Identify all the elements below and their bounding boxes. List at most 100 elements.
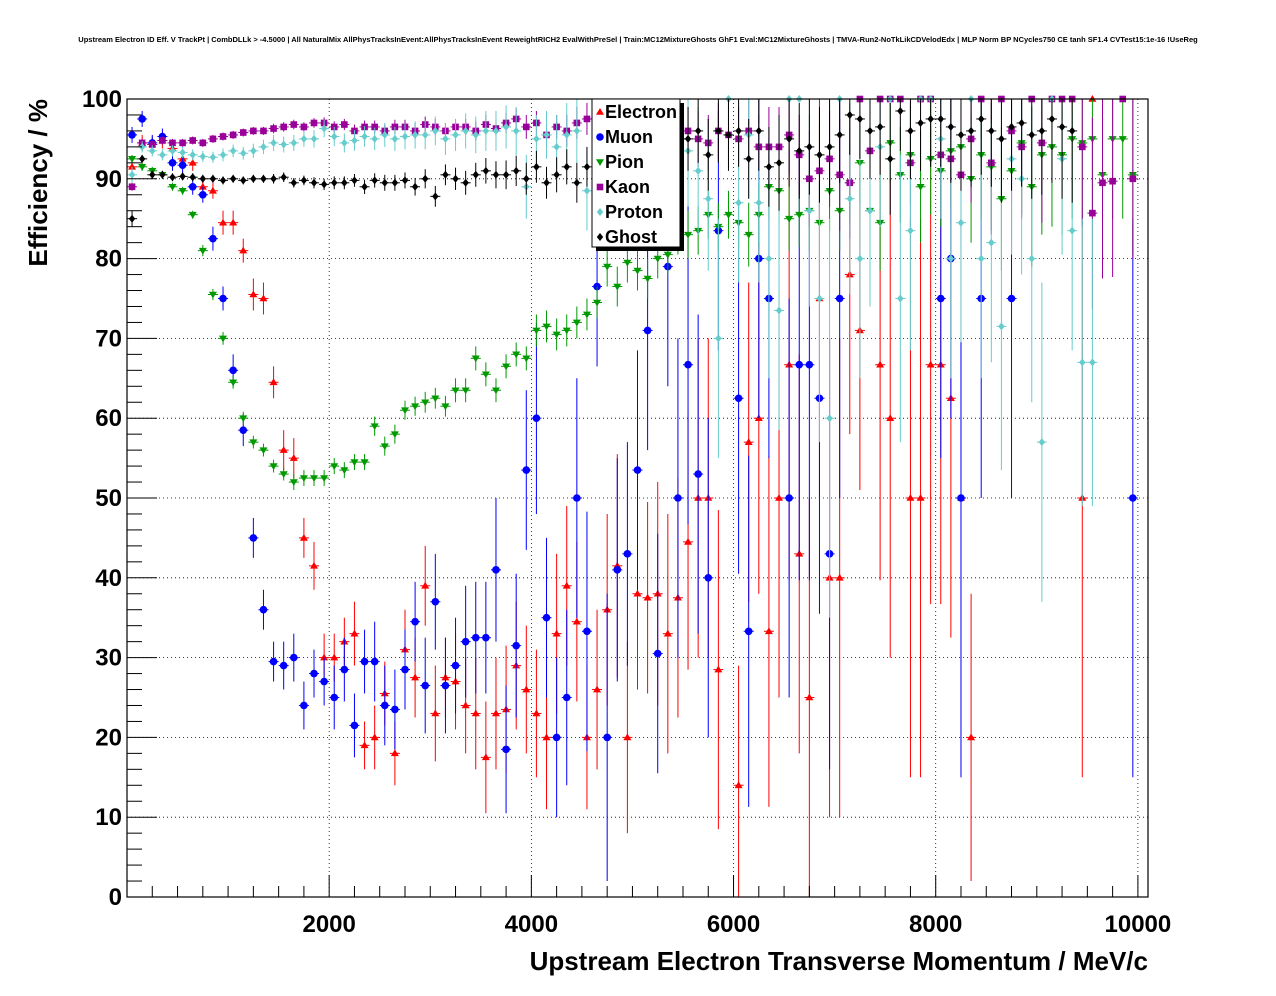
legend-label-proton: Proton bbox=[605, 202, 663, 222]
electron-marker bbox=[370, 733, 379, 741]
muon-point bbox=[248, 517, 259, 558]
proton-point bbox=[319, 119, 330, 138]
kaon-marker bbox=[148, 141, 156, 148]
electron-marker bbox=[461, 701, 470, 709]
muon-marker bbox=[482, 633, 490, 642]
pion-point bbox=[319, 470, 330, 487]
electron-marker bbox=[734, 781, 743, 789]
electron-marker bbox=[299, 533, 308, 541]
pion-point bbox=[218, 332, 229, 345]
proton-point bbox=[389, 126, 400, 151]
ghost-marker bbox=[866, 126, 874, 135]
pion-point bbox=[723, 190, 734, 239]
x-tick-label: 2000 bbox=[302, 911, 355, 938]
proton-marker bbox=[462, 126, 469, 135]
pion-marker bbox=[128, 156, 137, 163]
proton-marker bbox=[947, 254, 955, 263]
pion-point bbox=[329, 458, 340, 475]
proton-marker bbox=[816, 294, 823, 303]
pion-marker bbox=[744, 231, 753, 239]
proton-marker bbox=[290, 138, 297, 147]
electron-marker bbox=[198, 182, 207, 190]
muon-marker bbox=[512, 641, 520, 650]
ghost-marker bbox=[371, 176, 378, 185]
muon-marker bbox=[795, 360, 804, 369]
ghost-marker bbox=[887, 154, 894, 163]
ghost-marker bbox=[694, 126, 702, 135]
ghost-marker bbox=[583, 162, 591, 171]
electron-marker bbox=[906, 494, 915, 501]
y-tick-label: 80 bbox=[95, 246, 122, 273]
ghost-point bbox=[309, 177, 320, 189]
muon-marker bbox=[643, 326, 652, 335]
pion-marker bbox=[785, 215, 794, 223]
pion-point bbox=[490, 378, 501, 403]
muon-marker bbox=[431, 597, 440, 606]
proton-marker bbox=[907, 226, 914, 235]
electron-marker bbox=[279, 446, 288, 453]
electron-marker bbox=[744, 438, 753, 445]
ghost-point bbox=[763, 126, 774, 207]
pion-point bbox=[511, 342, 522, 367]
electron-marker bbox=[643, 593, 652, 601]
pion-marker bbox=[400, 407, 409, 415]
muon-marker bbox=[613, 566, 622, 574]
kaon-point bbox=[521, 114, 532, 139]
muon-point bbox=[167, 154, 178, 171]
muon-marker bbox=[239, 426, 248, 434]
pion-marker bbox=[481, 371, 490, 379]
pion-point bbox=[420, 391, 431, 413]
ghost-marker bbox=[1068, 126, 1076, 135]
proton-marker bbox=[1028, 254, 1035, 263]
electron-point bbox=[531, 649, 542, 778]
electron-marker bbox=[572, 617, 581, 625]
pion-point bbox=[258, 443, 269, 457]
muon-point bbox=[460, 585, 471, 698]
proton-point bbox=[369, 127, 380, 151]
kaon-point bbox=[1107, 99, 1118, 277]
ghost-marker bbox=[442, 170, 449, 179]
pion-point bbox=[349, 454, 360, 471]
proton-marker bbox=[280, 140, 287, 149]
ghost-marker bbox=[927, 114, 934, 123]
ghost-marker bbox=[229, 174, 237, 183]
muon-point bbox=[329, 665, 340, 730]
electron-marker bbox=[926, 360, 935, 368]
electron-marker bbox=[219, 218, 228, 226]
proton-marker bbox=[715, 334, 722, 343]
electron-marker bbox=[249, 290, 258, 298]
pion-point bbox=[743, 202, 754, 267]
muon-point bbox=[632, 350, 643, 590]
muon-marker bbox=[1007, 294, 1016, 303]
electron-marker bbox=[350, 629, 359, 637]
ghost-point bbox=[824, 99, 835, 195]
legend-marker-muon bbox=[596, 133, 604, 141]
proton-point bbox=[177, 146, 188, 159]
ghost-marker bbox=[705, 150, 712, 159]
pion-marker bbox=[593, 299, 602, 307]
ghost-marker bbox=[452, 174, 459, 183]
proton-marker bbox=[260, 142, 267, 151]
proton-marker bbox=[240, 149, 247, 158]
muon-marker bbox=[805, 360, 814, 369]
proton-point bbox=[228, 144, 239, 158]
kaon-marker bbox=[290, 121, 298, 128]
electron-marker bbox=[320, 653, 329, 661]
proton-point bbox=[268, 134, 279, 151]
kaon-marker bbox=[199, 139, 207, 147]
kaon-marker bbox=[300, 123, 308, 131]
pion-marker bbox=[249, 439, 258, 447]
pion-marker bbox=[582, 311, 591, 319]
pion-marker bbox=[643, 275, 652, 283]
ghost-point bbox=[197, 174, 208, 183]
muon-marker bbox=[674, 494, 682, 502]
ghost-marker bbox=[826, 142, 833, 151]
muon-marker bbox=[1129, 494, 1137, 502]
pion-marker bbox=[572, 319, 581, 327]
ghost-marker bbox=[1038, 126, 1046, 135]
kaon-marker bbox=[1078, 143, 1086, 151]
muon-marker bbox=[573, 494, 581, 502]
muon-point bbox=[470, 581, 481, 694]
pion-point bbox=[410, 396, 421, 416]
proton-marker bbox=[1079, 358, 1086, 367]
